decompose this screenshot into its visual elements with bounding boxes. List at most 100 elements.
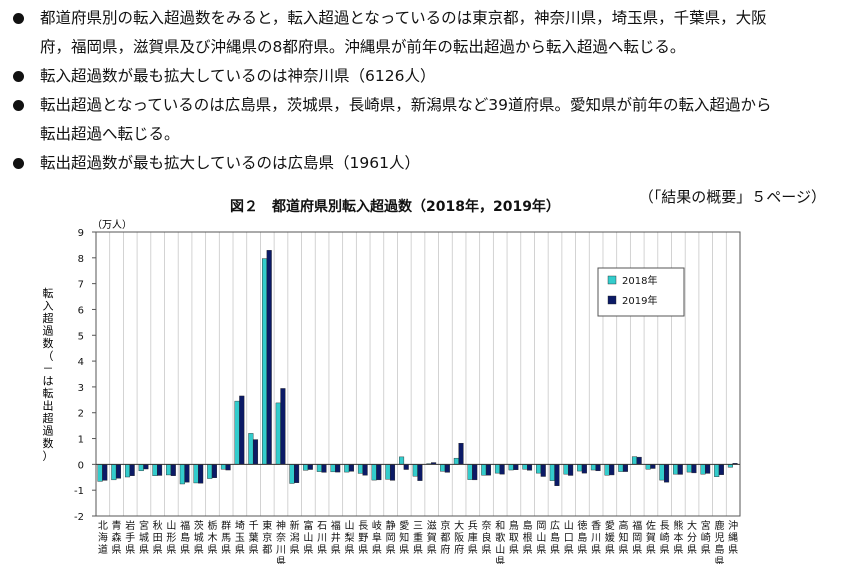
bar — [453, 457, 459, 465]
bar — [595, 464, 601, 472]
bar — [508, 464, 514, 471]
reference-note: （「結果の概要」５ページ） — [638, 188, 826, 206]
x-tick-label: 広島県 — [550, 519, 560, 556]
bar — [399, 456, 405, 465]
bullet-line: 転入超過数が最も拡大しているのは神奈川県（6126人） — [40, 67, 436, 85]
bar — [252, 439, 259, 465]
bar — [335, 464, 341, 473]
bar — [220, 464, 226, 470]
bullet-dot-icon — [13, 71, 24, 82]
bar — [111, 464, 117, 481]
bar — [330, 464, 336, 473]
bar — [444, 464, 450, 473]
bar — [97, 464, 103, 482]
x-tick-label: 徳島県 — [577, 519, 587, 556]
bar — [513, 464, 519, 470]
x-tick-label: 富山県 — [303, 519, 313, 556]
bullet-item: 転入超過数が最も拡大しているのは神奈川県（6126人） — [6, 62, 846, 91]
x-tick-label: 奈良県 — [482, 519, 492, 556]
x-tick-label: 京都府 — [440, 519, 450, 556]
y-tick-label: 1 — [78, 435, 84, 446]
x-tick-label: 大阪府 — [454, 519, 464, 556]
axes — [92, 231, 741, 517]
x-tick-label: 宮城県 — [139, 519, 149, 556]
bar — [389, 464, 396, 481]
bar — [115, 464, 122, 479]
bar — [563, 464, 569, 475]
x-tick-label: 山形県 — [166, 520, 176, 556]
x-tick-label: 香川県 — [591, 520, 601, 556]
x-tick-label: 秋田県 — [153, 519, 163, 556]
bar — [348, 464, 354, 472]
bar — [581, 464, 587, 474]
bar — [166, 464, 172, 476]
bar — [138, 464, 144, 472]
x-tick-label: 山梨県 — [344, 520, 354, 556]
bar — [590, 464, 596, 471]
x-tick-label: 静岡県 — [386, 519, 396, 556]
bar — [604, 464, 610, 476]
bullet-dot-icon — [13, 100, 24, 111]
unit-label: （万人） — [92, 219, 132, 231]
x-tick-label: 兵庫県 — [468, 519, 478, 556]
bar — [609, 464, 615, 476]
x-tick-label: 三重県 — [413, 521, 423, 556]
bar — [705, 464, 711, 474]
bar — [371, 464, 377, 481]
bar — [527, 464, 533, 471]
y-tick-label: 4 — [78, 357, 84, 368]
bar — [266, 250, 272, 465]
bullet-item: 都道府県別の転入超過数をみると，転入超過となっているのは東京都，神奈川県，埼玉県… — [6, 4, 846, 62]
y-tick-label: 8 — [78, 254, 84, 265]
bar — [650, 464, 656, 469]
bar — [494, 464, 501, 474]
bar — [700, 464, 706, 475]
bullet-item: 転出超過となっているのは広島県，茨城県，長崎県，新潟県など39道府県。愛知県が前… — [6, 91, 846, 149]
bar — [376, 464, 382, 481]
bar — [289, 464, 295, 484]
bar — [316, 464, 322, 472]
x-tick-label: 大分県 — [687, 519, 697, 556]
grid-lines — [109, 232, 727, 516]
plot-frame — [95, 231, 741, 517]
x-tick-label: 岡山県 — [536, 520, 546, 556]
y-tick-label: 0 — [78, 460, 84, 471]
bar — [170, 464, 176, 476]
bar — [239, 395, 245, 465]
x-tick-label: 高知県 — [619, 519, 629, 556]
bar — [321, 464, 327, 473]
x-tick-label: 岩手県 — [125, 519, 135, 556]
legend-label: 2018年 — [622, 274, 657, 287]
x-tick-label: 山口県 — [564, 520, 574, 556]
bar — [549, 464, 555, 481]
bar — [481, 464, 487, 476]
bar — [294, 464, 300, 483]
x-tick-label: 愛媛県 — [605, 519, 615, 556]
bar — [636, 456, 642, 465]
bar — [124, 464, 131, 478]
x-tick-label: 滋賀県 — [427, 519, 437, 556]
x-tick-label: 和歌山県 — [495, 520, 505, 564]
y-tick-label: 7 — [78, 280, 84, 291]
bar — [152, 464, 158, 476]
x-tick-label: 長崎県 — [660, 520, 670, 556]
bar — [412, 464, 418, 477]
x-tick-labels: 北海道青森県岩手県宮城県秋田県山形県福島県茨城県栃木県群馬県埼玉県千葉県東京都神… — [98, 519, 738, 564]
x-tick-label: 鹿児島県 — [714, 519, 724, 564]
x-tick-label: 岐阜県 — [372, 519, 382, 556]
x-tick-label: 栃木県 — [207, 519, 217, 556]
bullet-item: 転出超過数が最も拡大しているのは広島県（1961人） — [6, 149, 846, 178]
bar — [280, 388, 286, 465]
bar — [522, 464, 528, 470]
bar — [659, 464, 665, 481]
bar — [303, 464, 309, 471]
bar — [207, 464, 213, 479]
y-tick-label: 3 — [78, 383, 84, 394]
x-tick-label: 愛知県 — [399, 519, 409, 556]
bar — [472, 464, 478, 481]
bar — [362, 464, 368, 476]
x-tick-label: 宮崎県 — [701, 519, 711, 556]
x-tick-label: 茨城県 — [194, 519, 204, 556]
bullet-dot-icon — [13, 13, 24, 24]
bar — [275, 402, 281, 465]
